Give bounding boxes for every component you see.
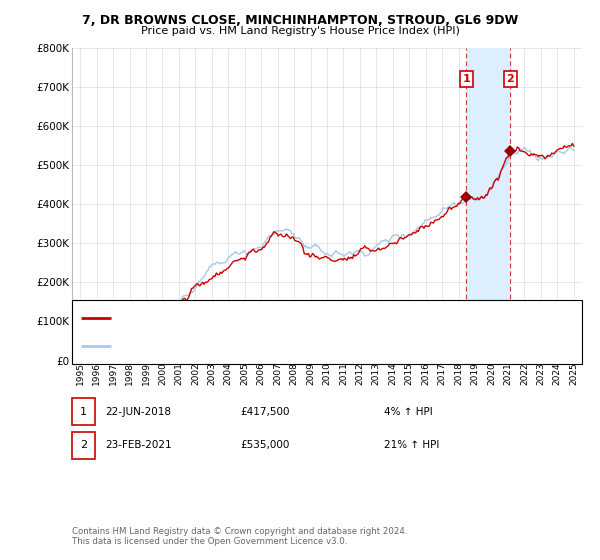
Text: £417,500: £417,500 (240, 407, 290, 417)
Text: Contains HM Land Registry data © Crown copyright and database right 2024.
This d: Contains HM Land Registry data © Crown c… (72, 526, 407, 546)
Text: 4% ↑ HPI: 4% ↑ HPI (384, 407, 433, 417)
Text: 2: 2 (506, 74, 514, 84)
Text: Price paid vs. HM Land Registry's House Price Index (HPI): Price paid vs. HM Land Registry's House … (140, 26, 460, 36)
Text: 21% ↑ HPI: 21% ↑ HPI (384, 440, 439, 450)
Text: £535,000: £535,000 (240, 440, 289, 450)
Text: 1: 1 (80, 407, 87, 417)
Text: 22-JUN-2018: 22-JUN-2018 (105, 407, 171, 417)
Text: 7, DR BROWNS CLOSE, MINCHINHAMPTON, STROUD, GL6 9DW (detached house): 7, DR BROWNS CLOSE, MINCHINHAMPTON, STRO… (117, 313, 500, 322)
Text: 1: 1 (463, 74, 470, 84)
Text: 2: 2 (80, 440, 87, 450)
Text: 7, DR BROWNS CLOSE, MINCHINHAMPTON, STROUD, GL6 9DW: 7, DR BROWNS CLOSE, MINCHINHAMPTON, STRO… (82, 14, 518, 27)
Text: HPI: Average price, detached house, Stroud: HPI: Average price, detached house, Stro… (117, 342, 324, 351)
Text: 23-FEB-2021: 23-FEB-2021 (105, 440, 172, 450)
Bar (466, 48, 510, 361)
